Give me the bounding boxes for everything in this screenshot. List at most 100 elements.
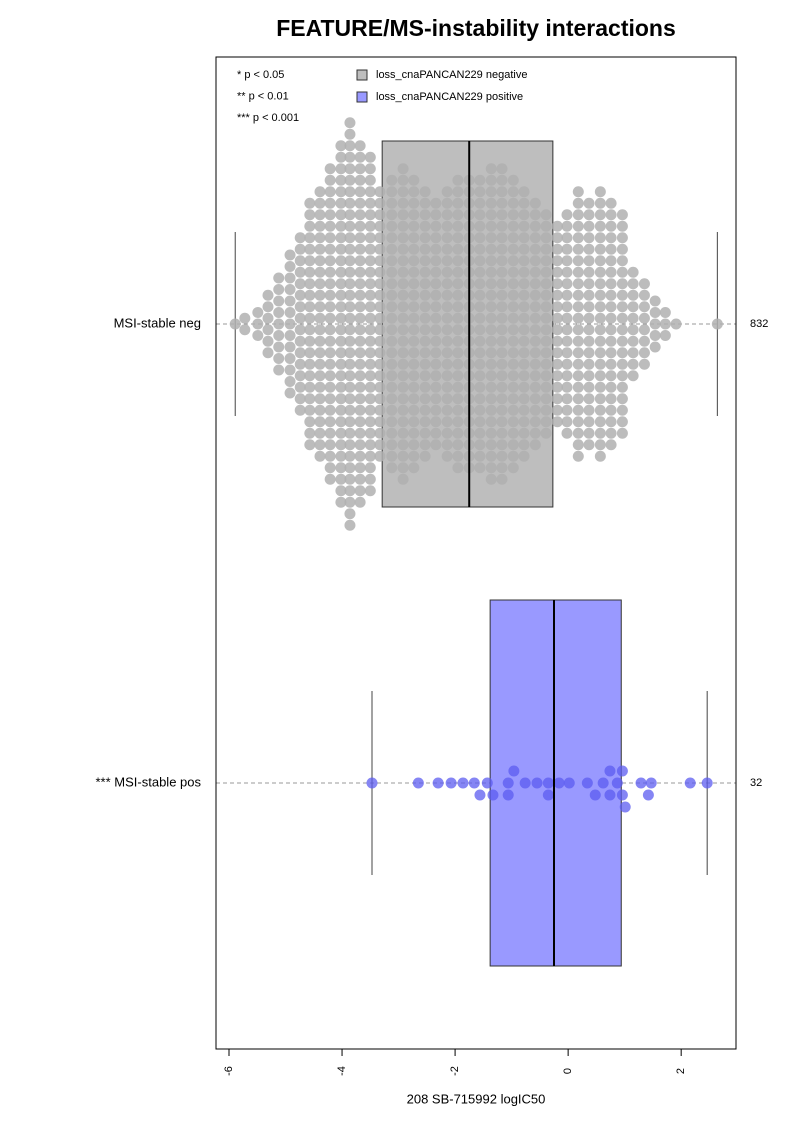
- point: [474, 370, 486, 382]
- point: [605, 209, 617, 221]
- point: [529, 404, 541, 416]
- point: [294, 289, 306, 301]
- point: [354, 232, 366, 244]
- point: [294, 381, 306, 393]
- point: [344, 266, 356, 278]
- point: [374, 347, 386, 359]
- point: [304, 381, 316, 393]
- point: [430, 255, 442, 267]
- point: [397, 370, 409, 382]
- point: [273, 330, 285, 341]
- point: [474, 278, 486, 290]
- point: [496, 427, 508, 439]
- point: [474, 209, 486, 221]
- point: [518, 312, 530, 324]
- point: [540, 416, 552, 428]
- point: [561, 255, 573, 267]
- point: [294, 393, 306, 405]
- point: [284, 261, 296, 272]
- point: [496, 381, 508, 393]
- point: [408, 370, 420, 382]
- point: [518, 370, 530, 382]
- point: [594, 370, 606, 382]
- point: [529, 335, 541, 347]
- point: [344, 370, 356, 382]
- point: [452, 186, 464, 198]
- point: [344, 128, 356, 140]
- point: [627, 358, 639, 370]
- point: [284, 307, 296, 318]
- point: [430, 209, 442, 221]
- point: [374, 312, 386, 324]
- point: [583, 220, 595, 232]
- point: [364, 347, 376, 359]
- point: [408, 347, 420, 359]
- point: [627, 301, 639, 313]
- point: [496, 243, 508, 255]
- point: [344, 278, 356, 290]
- point: [452, 370, 464, 382]
- point: [324, 381, 336, 393]
- point: [354, 416, 366, 428]
- point: [583, 416, 595, 428]
- point: [583, 393, 595, 405]
- point: [344, 186, 356, 198]
- point: [594, 427, 606, 439]
- point: [374, 335, 386, 347]
- point: [635, 777, 647, 789]
- point: [507, 255, 519, 267]
- point: [594, 416, 606, 428]
- point: [397, 427, 409, 439]
- point: [304, 404, 316, 416]
- point: [374, 301, 386, 313]
- point: [354, 209, 366, 221]
- point: [638, 278, 650, 290]
- point: [540, 243, 552, 255]
- point: [354, 186, 366, 198]
- point: [572, 324, 584, 336]
- point: [314, 416, 326, 428]
- point: [540, 393, 552, 405]
- point: [408, 450, 420, 462]
- point: [594, 347, 606, 359]
- point: [324, 278, 336, 290]
- point: [324, 232, 336, 244]
- point: [594, 439, 606, 451]
- point: [659, 318, 671, 330]
- point: [397, 278, 409, 290]
- point: [583, 335, 595, 347]
- point: [408, 232, 420, 244]
- point: [324, 243, 336, 255]
- point: [605, 358, 617, 370]
- point: [441, 186, 453, 198]
- point: [540, 301, 552, 313]
- point: [335, 163, 347, 175]
- point: [551, 416, 563, 428]
- point: [572, 439, 584, 451]
- point: [507, 232, 519, 244]
- point: [561, 427, 573, 439]
- point: [335, 485, 347, 497]
- point: [324, 335, 336, 347]
- point: [507, 301, 519, 313]
- point: [474, 197, 486, 209]
- point: [485, 289, 497, 301]
- point: [354, 381, 366, 393]
- point: [572, 370, 584, 382]
- point: [572, 347, 584, 359]
- point: [581, 777, 593, 789]
- point: [386, 197, 398, 209]
- point: [344, 485, 356, 497]
- point: [397, 209, 409, 221]
- point: [474, 174, 486, 186]
- point: [273, 284, 285, 295]
- point: [397, 324, 409, 336]
- point: [304, 324, 316, 336]
- point: [344, 220, 356, 232]
- point: [474, 789, 486, 801]
- point: [386, 335, 398, 347]
- point: [344, 519, 356, 531]
- point: [335, 255, 347, 267]
- point: [594, 220, 606, 232]
- point: [386, 220, 398, 232]
